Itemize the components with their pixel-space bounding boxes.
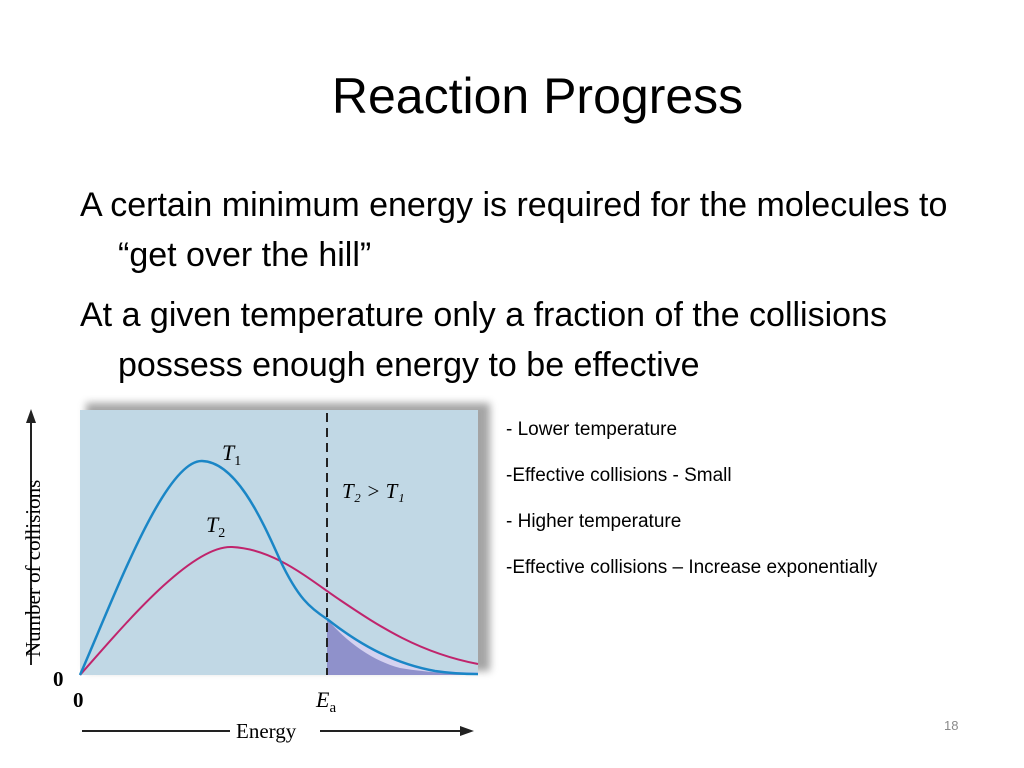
t2-label: T2 [206,512,225,541]
temperature-condition-label: T₂ > T₁ [342,479,405,503]
ea-label: Ea [315,687,336,716]
note-item: -Effective collisions – Increase exponen… [506,557,878,578]
bullet-item: A certain minimum energy is required for… [80,186,948,274]
t1-label: T1 [222,440,241,469]
bullet-item: At a given temperature only a fraction o… [80,296,887,384]
y-axis-arrowhead [26,409,36,423]
y-axis-label: Number of collisions [21,480,45,657]
plot-panel [80,410,478,675]
note-item: - Higher temperature [506,511,682,532]
x-axis-label: Energy [236,719,297,743]
energy-distribution-figure: T1 T2 T₂ > T₁ Number of collisions Energ… [10,395,500,755]
slide-title: Reaction Progress [331,68,744,124]
t1-effective-area [327,619,478,675]
note-item: - Lower temperature [506,419,678,440]
note-item: -Effective collisions - Small [506,465,732,486]
bullet-list: A certain minimum energy is required for… [80,180,980,400]
t1-curve [78,459,479,676]
notes-list: - Lower temperature -Effective collision… [506,418,1006,602]
origin-y-label: 0 [53,667,64,691]
origin-x-label: 0 [73,688,84,712]
x-axis-arrowhead [460,726,474,736]
page-number: 18 [944,718,959,733]
